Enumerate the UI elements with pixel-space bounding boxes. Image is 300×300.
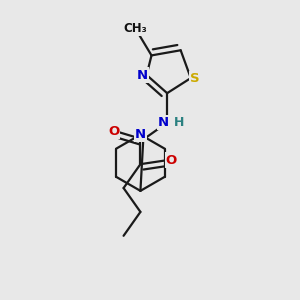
Text: CH₃: CH₃ xyxy=(124,22,147,34)
Text: N: N xyxy=(158,116,169,129)
Text: N: N xyxy=(137,68,148,82)
Text: O: O xyxy=(108,125,119,138)
Text: S: S xyxy=(190,72,200,85)
Text: H: H xyxy=(174,116,184,129)
Text: N: N xyxy=(135,128,146,141)
Text: O: O xyxy=(166,154,177,166)
